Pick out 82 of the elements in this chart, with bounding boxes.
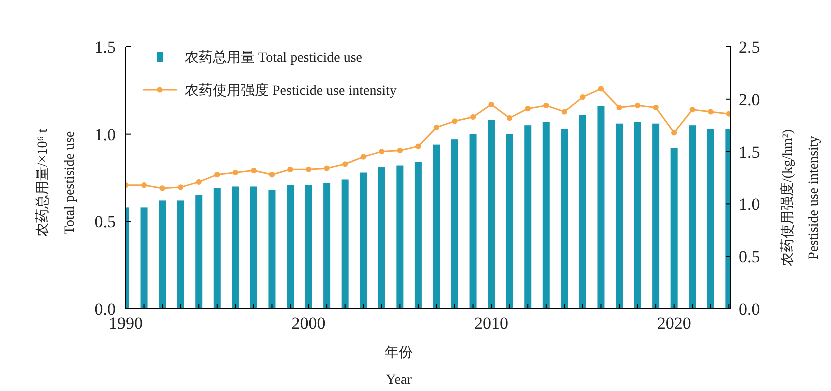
bar xyxy=(561,129,568,309)
point xyxy=(452,118,458,124)
bar xyxy=(616,124,624,309)
point xyxy=(379,149,385,155)
point xyxy=(708,109,714,115)
point xyxy=(324,166,330,172)
x-axis-title: 年份 Year xyxy=(385,345,413,388)
point xyxy=(525,106,531,112)
legend-label: 农药总用量 Total pesticide use xyxy=(185,50,362,66)
point xyxy=(488,102,494,108)
bar xyxy=(305,184,312,309)
bar xyxy=(177,200,184,309)
bar xyxy=(524,126,532,309)
bar xyxy=(360,172,368,309)
point xyxy=(214,172,220,178)
point xyxy=(562,109,568,115)
y2-tick-label: 2.0 xyxy=(739,90,760,110)
bar xyxy=(433,144,440,309)
point xyxy=(288,166,294,172)
point xyxy=(507,115,513,122)
point xyxy=(251,168,257,174)
bar xyxy=(378,168,386,309)
y2-tick-label: 0.5 xyxy=(739,248,760,267)
point xyxy=(269,172,276,178)
bar xyxy=(579,115,586,309)
point xyxy=(616,104,622,111)
bar xyxy=(707,129,714,309)
y2-axis-title: 农药使用强度/(kg/hm²) Pestiside use intensity xyxy=(780,129,822,267)
y-axis-title: 农药总用量/×10⁶ t Total pestiside use xyxy=(35,128,78,238)
x-tick-label: 2010 xyxy=(474,314,509,333)
bar xyxy=(324,183,331,309)
point xyxy=(470,114,476,120)
bar xyxy=(652,124,660,309)
point xyxy=(196,179,202,185)
point xyxy=(360,154,366,160)
y2-tick-label: 1.5 xyxy=(739,142,760,162)
bar xyxy=(689,126,696,309)
bar xyxy=(670,148,678,309)
y2-tick-label: 0.0 xyxy=(739,300,760,319)
y2-tick-label: 2.5 xyxy=(739,38,760,57)
point xyxy=(160,186,166,192)
point xyxy=(672,130,678,136)
bar xyxy=(396,166,404,309)
y2-tick-label: 1.0 xyxy=(739,195,760,214)
bar xyxy=(196,195,203,309)
bar xyxy=(342,180,349,309)
bar xyxy=(159,200,166,309)
point xyxy=(141,182,148,188)
bar xyxy=(598,106,605,309)
point xyxy=(544,102,550,108)
point xyxy=(653,104,659,111)
y-tick-label: 1.5 xyxy=(94,38,116,57)
point xyxy=(232,170,238,176)
point xyxy=(342,162,348,168)
point xyxy=(726,111,731,117)
x-tick-label: 2000 xyxy=(292,314,326,333)
bar xyxy=(634,122,642,309)
bar xyxy=(414,162,422,309)
y-tick-label: 0.5 xyxy=(94,212,116,232)
y-tick-label: 1.0 xyxy=(94,125,116,144)
point xyxy=(690,107,696,113)
bar xyxy=(250,186,258,309)
bar xyxy=(488,120,496,309)
point xyxy=(434,124,440,130)
point xyxy=(306,166,312,172)
point xyxy=(634,102,641,108)
point xyxy=(580,94,586,100)
bar xyxy=(140,208,148,309)
point xyxy=(397,148,403,154)
point xyxy=(178,184,184,190)
bar xyxy=(470,134,477,309)
bar xyxy=(268,190,276,309)
x-tick-label: 2020 xyxy=(657,314,692,333)
bar xyxy=(452,140,459,309)
legend-label: 农药使用强度 Pesticide use intensity xyxy=(185,83,397,99)
bar xyxy=(287,184,294,309)
point xyxy=(416,144,422,150)
bar xyxy=(232,186,240,309)
point xyxy=(598,86,604,92)
bar xyxy=(214,188,221,309)
bar xyxy=(542,122,550,309)
bar xyxy=(506,134,514,309)
